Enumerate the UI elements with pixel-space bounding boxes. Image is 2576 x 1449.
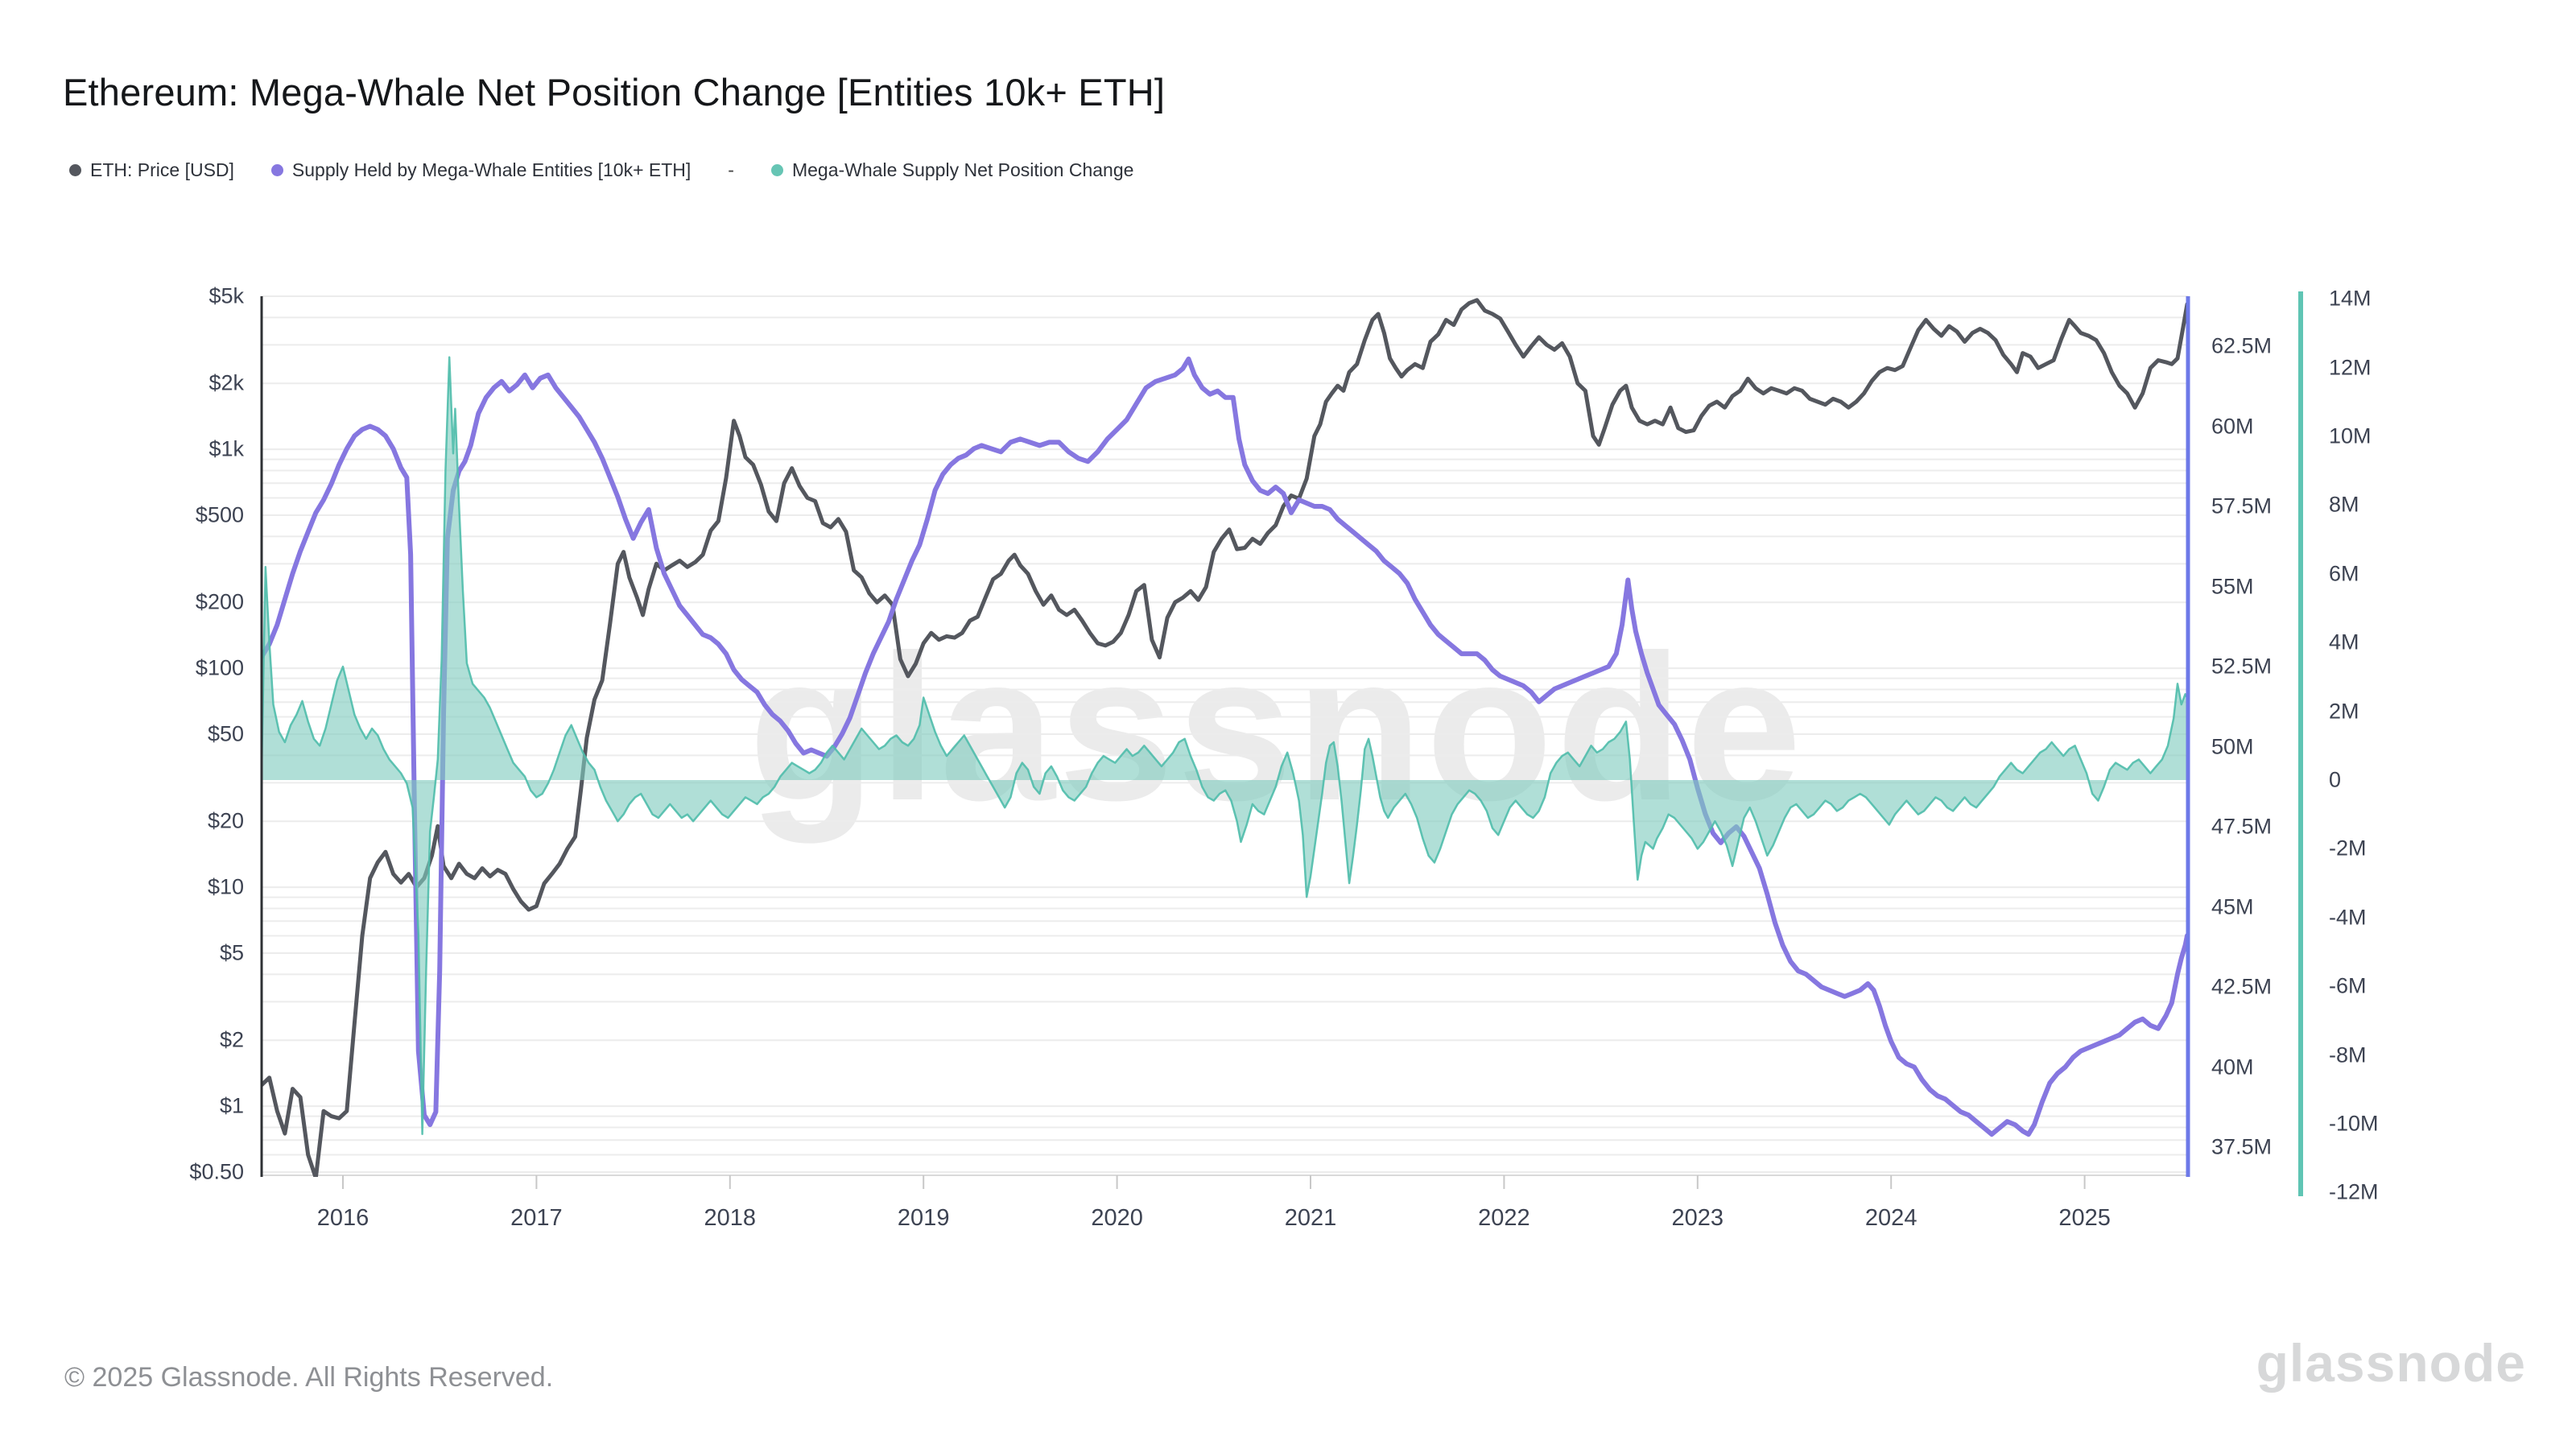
price-axis-tick: $100 <box>195 655 244 680</box>
legend-label-supply-held: Supply Held by Mega-Whale Entities [10k+… <box>291 159 691 180</box>
glassnode-logo: glassnode <box>2256 1333 2526 1393</box>
net-axis-tick: 12M <box>2329 355 2372 380</box>
legend-item-net-position[interactable]: Mega-Whale Supply Net Position Change <box>770 159 1134 181</box>
x-axis-year-label: 2018 <box>704 1205 757 1231</box>
legend-dot-net-position-icon <box>770 164 783 176</box>
legend-separator: - <box>728 159 734 180</box>
legend-label-eth-price: ETH: Price [USD] <box>90 159 234 180</box>
price-axis-tick: $10 <box>207 874 244 899</box>
net-axis-tick: -2M <box>2329 836 2367 861</box>
series-eth-price[interactable] <box>262 298 2188 1179</box>
x-axis-year-label: 2023 <box>1671 1205 1724 1231</box>
x-axis-year-label: 2022 <box>1478 1205 1530 1231</box>
price-axis-tick: $5k <box>208 283 244 308</box>
x-axis-year-label: 2020 <box>1091 1205 1143 1231</box>
legend-item-supply-held[interactable]: Supply Held by Mega-Whale Entities [10k+… <box>270 159 691 181</box>
supply-axis-tick: 40M <box>2211 1055 2254 1079</box>
legend-item-eth-price[interactable]: ETH: Price [USD] <box>69 159 234 181</box>
supply-axis-tick: 57.5M <box>2211 493 2273 518</box>
supply-axis-tick: 45M <box>2211 894 2254 919</box>
supply-axis-tick: 55M <box>2211 574 2254 598</box>
x-axis-year-label: 2017 <box>510 1205 563 1231</box>
x-axis-year-label: 2016 <box>316 1205 369 1231</box>
price-axis-tick: $5 <box>219 940 244 965</box>
net-axis-tick: 14M <box>2329 286 2372 311</box>
net-axis-tick: 8M <box>2329 492 2359 517</box>
price-axis-tick: $200 <box>195 589 244 614</box>
series-supply-held[interactable] <box>262 356 2188 1137</box>
net-axis-tick: -10M <box>2329 1111 2379 1136</box>
supply-axis-tick: 62.5M <box>2211 333 2273 358</box>
x-axis-year-label: 2021 <box>1284 1205 1337 1231</box>
price-axis-tick: $2k <box>208 370 244 395</box>
price-axis-tick: $1 <box>219 1093 244 1118</box>
net-axis-tick: -8M <box>2329 1042 2367 1067</box>
price-axis-tick: $50 <box>207 721 244 746</box>
supply-axis-tick: 50M <box>2211 734 2254 758</box>
price-axis-tick: $500 <box>195 502 244 527</box>
series-net-position-outline <box>262 356 2188 1136</box>
price-axis-tick: $20 <box>207 808 244 833</box>
net-axis-tick: 6M <box>2329 561 2359 586</box>
legend-dot-eth-price-icon <box>69 164 81 176</box>
net-axis-tick: -4M <box>2329 905 2367 930</box>
price-axis-tick: $0.50 <box>189 1159 244 1184</box>
supply-axis-tick: 47.5M <box>2211 814 2273 839</box>
price-axis-tick: $1k <box>208 436 244 461</box>
x-axis-year-label: 2025 <box>2058 1205 2111 1231</box>
x-axis-year-label: 2024 <box>1864 1205 1918 1231</box>
supply-axis-tick: 52.5M <box>2211 654 2273 679</box>
net-axis-tick: 4M <box>2329 630 2359 654</box>
copyright-text: © 2025 Glassnode. All Rights Reserved. <box>64 1362 554 1393</box>
net-axis-tick: 2M <box>2329 699 2359 724</box>
legend-label-net-position: Mega-Whale Supply Net Position Change <box>791 159 1134 180</box>
supply-axis-tick: 42.5M <box>2211 974 2273 999</box>
gridlines <box>262 295 2188 1173</box>
series-layer <box>262 298 2188 1179</box>
series-net-position-area[interactable] <box>262 357 2187 1134</box>
price-axis-tick: $2 <box>219 1027 244 1052</box>
net-axis-tick: 0 <box>2329 767 2342 792</box>
net-axis-tick: 10M <box>2329 423 2372 448</box>
net-axis-tick: -6M <box>2329 973 2367 998</box>
legend: ETH: Price [USD] Supply Held by Mega-Wha… <box>69 159 1133 181</box>
x-axis-year-label: 2019 <box>897 1205 950 1231</box>
supply-axis-tick: 60M <box>2211 414 2254 438</box>
page-title: Ethereum: Mega-Whale Net Position Change… <box>63 71 1166 114</box>
supply-axis-tick: 37.5M <box>2211 1134 2273 1159</box>
legend-dot-supply-held-icon <box>270 164 283 176</box>
net-axis-tick: -12M <box>2329 1179 2379 1204</box>
